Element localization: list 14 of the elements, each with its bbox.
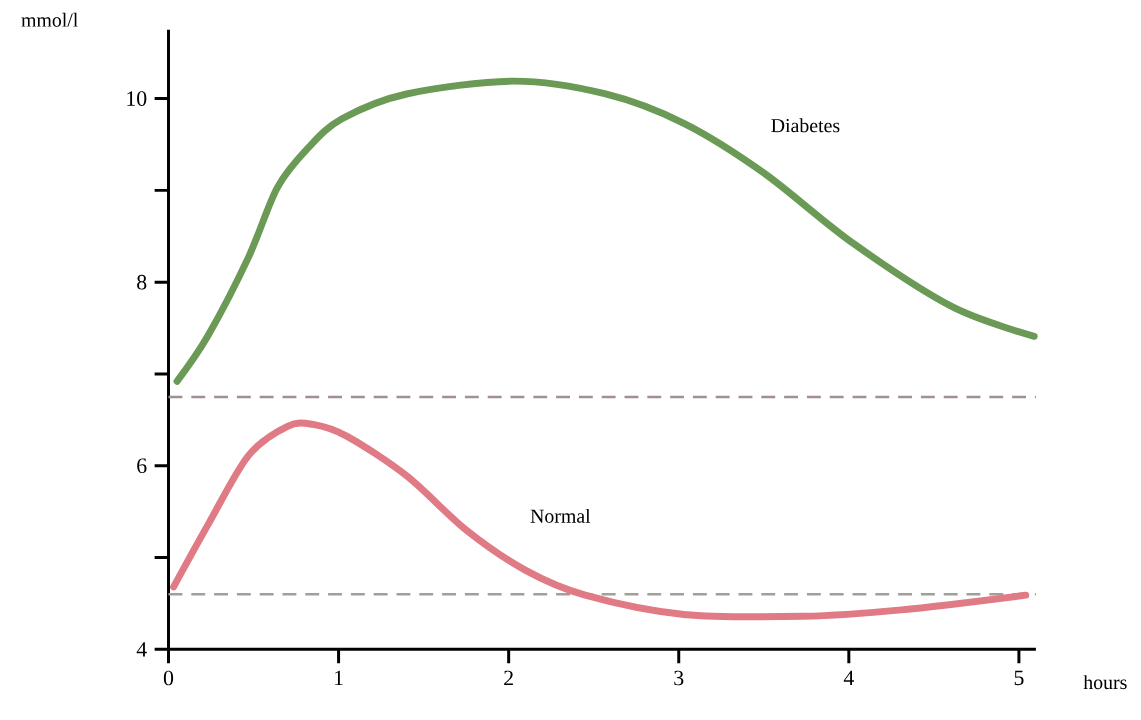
- x-tick-label: 1: [335, 670, 343, 686]
- text: Normal: [530, 509, 591, 523]
- y-axis-title: mmol/l: [21, 12, 78, 27]
- y-tick-label: 8: [137, 274, 147, 290]
- y-tick-label: 6: [137, 458, 147, 474]
- x-axis-title: hours: [1083, 675, 1127, 690]
- series-label: Diabetes: [771, 118, 840, 133]
- x-tick-label: 3: [674, 670, 684, 686]
- x-tick-label: 4: [843, 670, 854, 686]
- y-tick-label: 4: [136, 642, 147, 657]
- x-tick-label: 0: [163, 670, 174, 686]
- x-tick-label: 2: [504, 670, 513, 686]
- x-tick-label: 5: [1014, 670, 1024, 686]
- y-tick-label: 10: [127, 91, 147, 107]
